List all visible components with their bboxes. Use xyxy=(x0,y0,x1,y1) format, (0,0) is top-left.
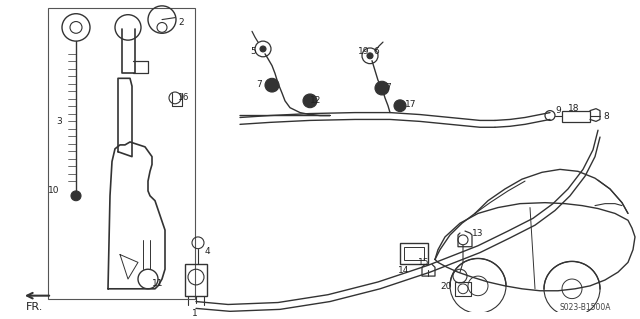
Bar xyxy=(185,264,207,296)
Text: S023-B1500A: S023-B1500A xyxy=(560,303,611,313)
Text: 3: 3 xyxy=(56,117,61,126)
Bar xyxy=(562,111,590,122)
Circle shape xyxy=(375,81,389,95)
Text: 12: 12 xyxy=(310,96,321,105)
Text: 7: 7 xyxy=(256,80,262,89)
Text: 16: 16 xyxy=(178,93,189,102)
Text: 18: 18 xyxy=(568,104,579,113)
Text: 9: 9 xyxy=(555,106,561,115)
Text: 4: 4 xyxy=(205,247,211,256)
Text: 5: 5 xyxy=(250,47,256,56)
Text: 8: 8 xyxy=(603,112,609,121)
Circle shape xyxy=(303,94,317,108)
Bar xyxy=(400,243,428,264)
Circle shape xyxy=(260,46,266,52)
Text: 11: 11 xyxy=(152,279,163,288)
Text: 17: 17 xyxy=(405,100,417,109)
Text: 13: 13 xyxy=(472,229,483,238)
Circle shape xyxy=(71,191,81,201)
Text: 7: 7 xyxy=(385,83,391,92)
Bar xyxy=(455,282,471,296)
Text: 19: 19 xyxy=(358,47,369,56)
Text: FR.: FR. xyxy=(26,301,44,312)
Text: 2: 2 xyxy=(178,18,184,26)
Bar xyxy=(404,247,424,260)
Circle shape xyxy=(265,78,279,92)
Circle shape xyxy=(394,100,406,112)
Text: 15: 15 xyxy=(418,258,429,267)
Text: 10: 10 xyxy=(48,186,60,195)
Text: 6: 6 xyxy=(373,47,379,56)
Bar xyxy=(48,8,195,299)
Circle shape xyxy=(367,53,373,59)
Text: 20: 20 xyxy=(440,282,451,291)
Text: 1: 1 xyxy=(192,309,198,318)
Text: 14: 14 xyxy=(398,266,410,275)
